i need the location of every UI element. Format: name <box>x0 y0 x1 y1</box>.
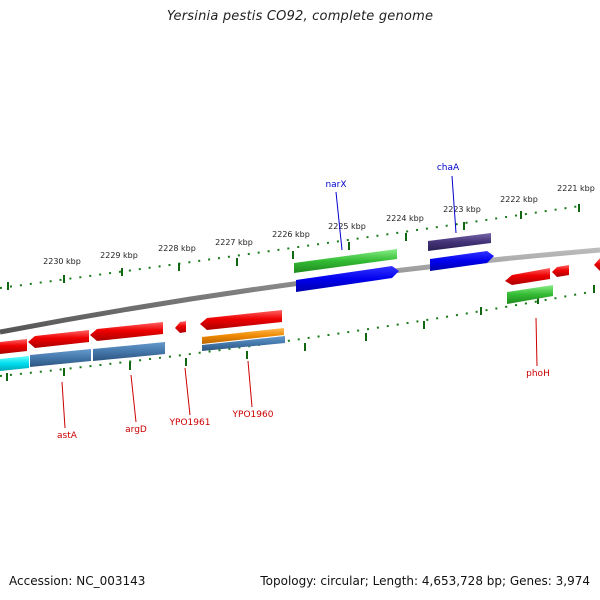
cds-small-arrow-1[interactable] <box>552 265 569 277</box>
cds-chaA-arrow[interactable] <box>430 251 494 271</box>
gene-label-leader-astA <box>61 381 66 429</box>
scale-label: 2223 kbp <box>443 205 481 214</box>
cds-YPO1960-orange[interactable] <box>202 328 284 344</box>
gene-chaA-track[interactable] <box>428 233 491 251</box>
accession-text: Accession: NC_003143 <box>9 574 146 588</box>
scale-labels: 2230 kbp 2229 kbp 2228 kbp 2227 kbp 2226 kbp… <box>43 184 595 266</box>
gene-label-YPO1961[interactable]: YPO1961 <box>169 418 211 428</box>
gene-label-leader-chaA <box>451 175 457 234</box>
cds-phoH-arrow[interactable] <box>505 268 550 285</box>
genome-summary-text: Topology: circular; Length: 4,653,728 bp… <box>260 574 590 588</box>
scale-label: 2225 kbp <box>328 222 366 231</box>
cds-edge-arrow[interactable] <box>594 258 600 271</box>
outer-features <box>294 233 600 304</box>
gene-label-argD[interactable]: argD <box>125 425 147 435</box>
cds-YPO1961-arrow[interactable] <box>175 321 186 333</box>
gene-label-YPO1960[interactable]: YPO1960 <box>232 410 274 420</box>
gene-label-leader-argD <box>130 374 137 423</box>
gene-label-astA[interactable]: astA <box>57 431 78 441</box>
outer-scale-ring <box>0 205 581 289</box>
scale-label: 2230 kbp <box>43 257 81 266</box>
inner-features <box>0 310 285 371</box>
scale-label: 2229 kbp <box>100 251 138 260</box>
gene-label-leader-narX <box>335 191 343 251</box>
cds-narX-arrow[interactable] <box>296 266 399 292</box>
cds-left-arrow[interactable] <box>0 339 27 354</box>
scale-label: 2228 kbp <box>158 244 196 253</box>
gene-cyan-track[interactable] <box>0 356 29 371</box>
scale-label: 2227 kbp <box>215 238 253 247</box>
cds-YPO1960-steel[interactable] <box>202 336 285 351</box>
map-title: Yersinia pestis CO92, complete genome <box>166 9 434 24</box>
gene-label-narX[interactable]: narX <box>325 180 346 190</box>
gene-argD-track[interactable] <box>93 342 165 361</box>
scale-label: 2221 kbp <box>557 184 595 193</box>
gene-labels: narX chaA astA argD YPO1961 YPO1960 phoH <box>57 163 550 441</box>
scale-label: 2224 kbp <box>386 214 424 223</box>
gene-label-leader-YPO1961 <box>184 367 191 416</box>
cds-astA-arrow[interactable] <box>28 330 89 348</box>
cds-argD-arrow[interactable] <box>90 322 163 341</box>
gene-label-leader-phoH <box>535 317 538 367</box>
cds-YPO1960-arrow[interactable] <box>200 310 282 330</box>
gene-label-phoH[interactable]: phoH <box>526 369 550 379</box>
scale-label: 2222 kbp <box>500 195 538 204</box>
gene-phoH-track[interactable] <box>507 285 553 304</box>
gene-narX-track[interactable] <box>294 249 397 273</box>
scale-label: 2226 kbp <box>272 230 310 239</box>
gene-label-chaA[interactable]: chaA <box>437 163 460 173</box>
gene-label-leader-YPO1960 <box>247 360 253 408</box>
gene-astA-track[interactable] <box>30 349 91 367</box>
